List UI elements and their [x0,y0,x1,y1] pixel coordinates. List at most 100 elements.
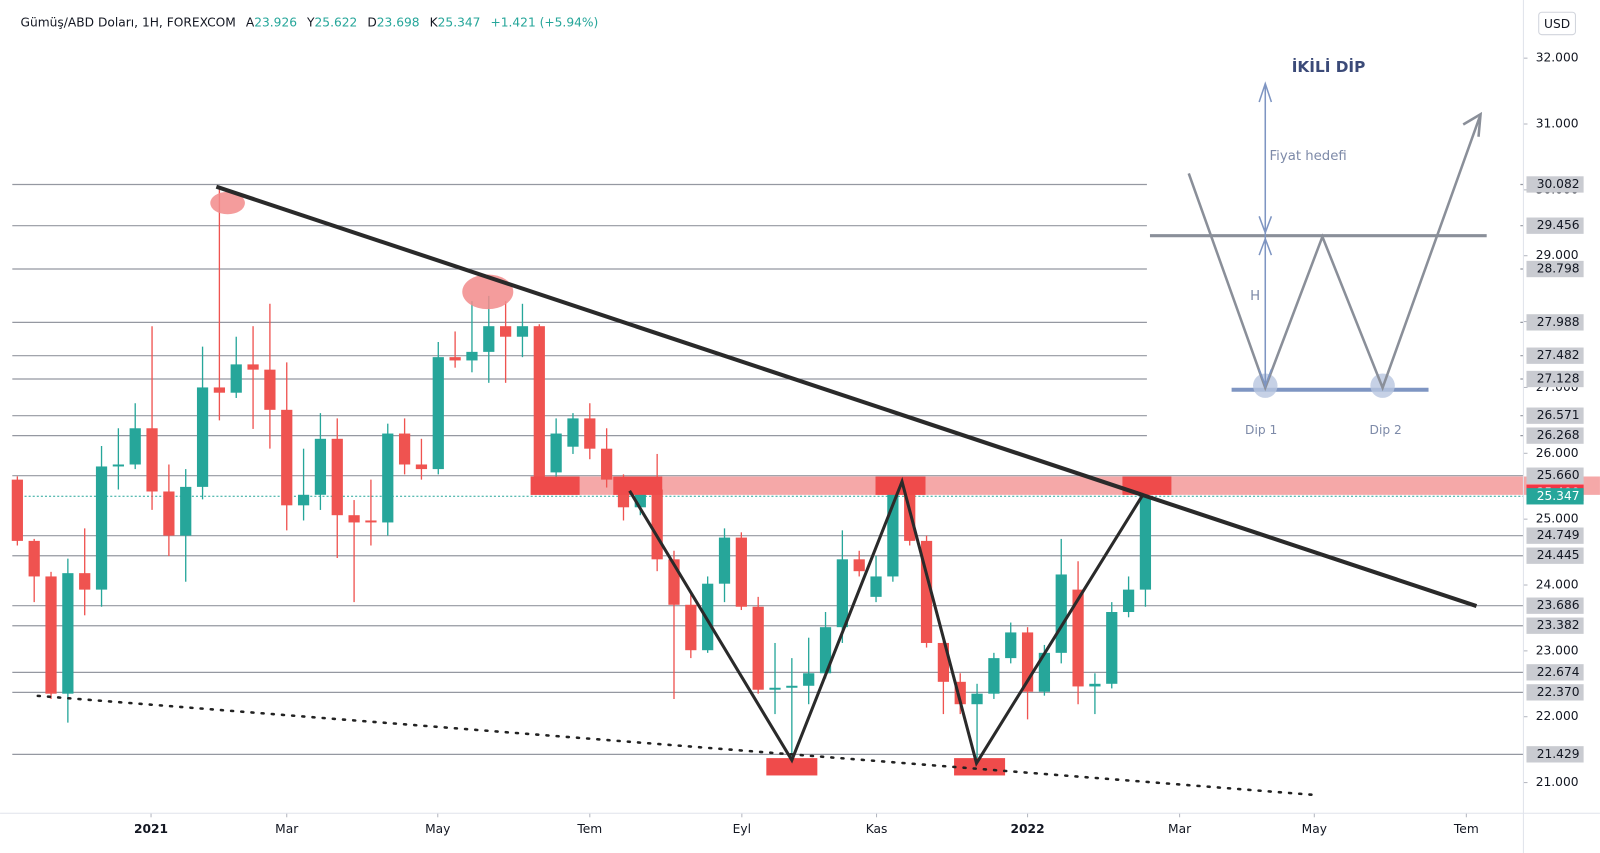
highlight [462,274,514,310]
y-tick-label: 32.000 [1536,51,1579,65]
price-label: 25.347 [1537,489,1580,503]
levels [12,183,1524,755]
candle-body [398,433,411,465]
level-box [1526,407,1584,424]
level-label: 26.268 [1537,428,1580,442]
candle-body [1089,683,1101,687]
level-box [1526,176,1584,193]
ohlc-label: K [430,15,439,29]
candle-body [314,438,327,495]
candle-body [803,673,815,686]
candle-body [769,687,781,690]
candle-body [584,418,596,449]
arrow-head [1258,369,1273,388]
candle-body [735,537,747,607]
x-tick-label: Eyl [733,822,751,836]
ohlc-label: A [246,15,255,29]
x-tick-label: 2021 [134,822,168,836]
y-tick-label: 24.000 [1536,578,1579,592]
level-label: 30.082 [1537,177,1580,191]
candle-body [11,479,23,541]
price-axis: 21.00022.00023.00024.00025.00026.00027.0… [134,51,1584,836]
header: Gümüş/ABD Doları, 1H, FOREXCOM A23.926 Y… [20,15,598,29]
inset-label: Fiyat hedefi [1270,149,1347,164]
ohlc-label: D [367,15,376,29]
level-box [1526,260,1584,278]
candle-body [500,326,512,337]
ohlc-value: 23.926 [254,15,297,29]
change: +1.421 (+5.94%) [490,15,598,29]
currency-button[interactable] [1538,11,1576,36]
level-box [1526,467,1584,484]
level-box [1526,314,1584,331]
candle-body [533,326,545,478]
candle-body [887,489,899,577]
candle-body [752,606,764,690]
candle-body [382,433,394,523]
candle-body [163,491,175,536]
level-label: 22.370 [1537,685,1580,699]
candle-body [1106,612,1118,684]
inset-title: İKİLİ DİP [1292,57,1366,76]
y-tick-label: 22.000 [1536,709,1579,723]
candle-body [281,409,293,506]
level-box [1526,527,1584,544]
candle-body [786,685,798,688]
level-label: 26.571 [1537,408,1580,422]
candle-body [146,428,158,492]
candle-body [28,540,40,577]
level-label: 28.798 [1537,262,1580,276]
candle-body [1038,652,1051,692]
level-label: 27.988 [1537,315,1580,329]
currency[interactable]: USD [1544,17,1570,31]
level-box [1526,370,1584,388]
candle-body [668,559,680,605]
level-label: 27.482 [1537,348,1580,362]
candle-body [516,326,529,337]
candle-body [954,681,966,705]
x-tick-label: May [1302,822,1327,836]
zone-boxes [530,476,1172,776]
level-box [1526,664,1584,681]
y-tick-label: 25.000 [1536,512,1579,526]
candle-body [95,466,108,590]
candle-body [264,369,276,410]
y-tick-label: 31.000 [1536,117,1579,131]
candle-body [230,364,242,393]
ohlc-value: 23.698 [377,15,420,29]
candle-body [819,627,832,674]
level-label: 23.686 [1537,598,1580,612]
candle-body [651,489,663,560]
inset-background [1146,40,1521,447]
candle-body [1021,632,1034,692]
candle-body [567,418,579,447]
candle-body [213,387,226,393]
y-tick-label: 23.000 [1536,643,1579,657]
candle-body [1072,589,1084,687]
candle-body [702,583,714,651]
candle-body [365,520,377,523]
ohlc-label: Y [306,15,315,29]
zone-box [954,758,1006,776]
price-box [1526,488,1584,505]
w-shape [1187,116,1481,392]
ohlc-value: 25.622 [315,15,358,29]
x-tick-label: Tem [1453,822,1479,836]
candle-body [45,576,57,694]
candle-body [129,428,141,465]
x-tick-label: May [425,822,450,836]
candle-body [550,433,562,473]
candle-body [920,540,933,643]
y-tick-label: 26.000 [1536,446,1579,460]
arrow-head [1258,216,1273,235]
trend-line [215,184,1478,609]
level-box [1526,547,1584,564]
x-tick-label: Tem [576,822,602,836]
candle-body [196,387,209,487]
level-box [1526,746,1584,763]
candle-body [870,576,882,597]
candle-body [1122,589,1135,613]
arrow-head [1258,236,1273,256]
level-label: 24.445 [1537,548,1580,562]
